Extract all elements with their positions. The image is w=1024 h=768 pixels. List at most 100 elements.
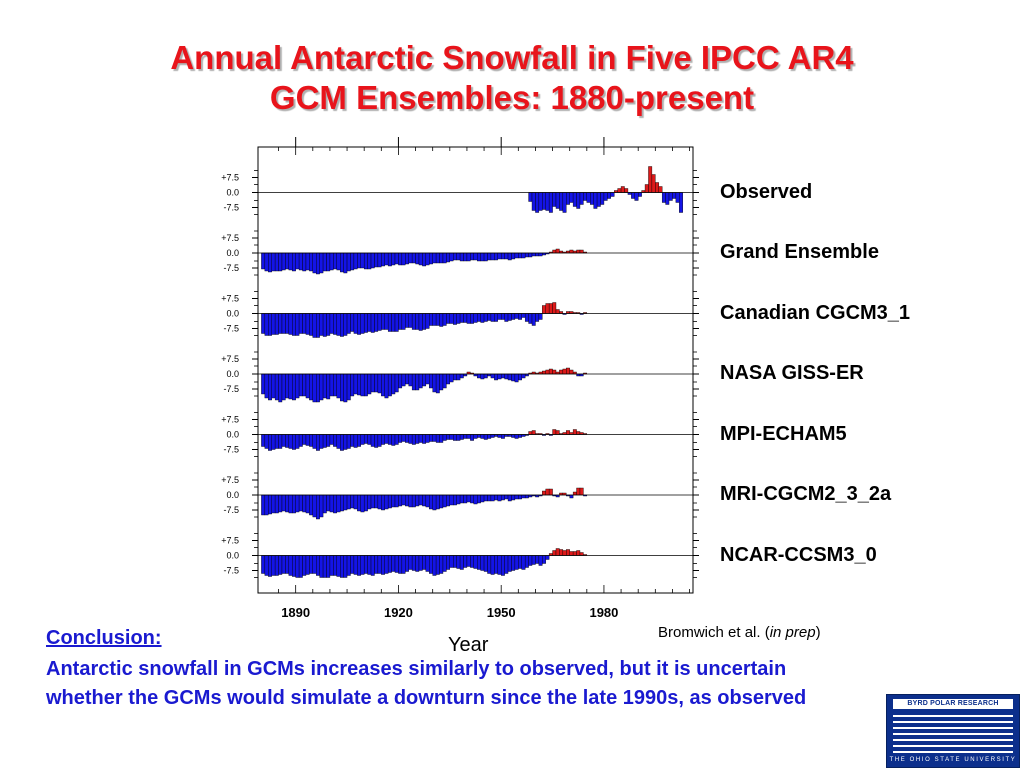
bar <box>500 313 505 320</box>
bar <box>360 555 365 575</box>
bar <box>524 555 529 568</box>
bar <box>408 434 413 444</box>
bar <box>288 434 293 449</box>
bar <box>401 494 406 506</box>
bar <box>446 252 451 263</box>
bar <box>453 555 457 568</box>
bar <box>305 313 310 335</box>
y-tick-label: -7.5 <box>223 505 239 515</box>
bar <box>381 313 385 330</box>
bar <box>593 192 598 209</box>
bar <box>391 434 396 446</box>
bar <box>511 494 516 501</box>
bar <box>322 252 327 272</box>
bar <box>569 192 574 203</box>
logo-stripes <box>893 715 1013 755</box>
bar <box>497 373 502 380</box>
bar <box>274 434 279 449</box>
series-label: Canadian CGCM3_1 <box>720 301 911 324</box>
bar <box>453 313 457 325</box>
bar <box>374 373 379 393</box>
bar <box>497 252 502 260</box>
bar <box>340 555 344 578</box>
bar <box>333 373 337 397</box>
bar <box>288 313 293 335</box>
bar <box>398 555 403 574</box>
bar <box>268 313 272 336</box>
bar <box>470 494 474 504</box>
bar <box>497 555 502 575</box>
bar <box>483 373 488 379</box>
bar <box>288 555 293 576</box>
bar <box>387 434 392 445</box>
bar <box>274 494 279 514</box>
bar <box>312 313 317 338</box>
bar <box>545 192 550 211</box>
bar <box>494 555 498 574</box>
bar <box>456 252 461 261</box>
bar <box>607 192 611 199</box>
bar <box>456 494 461 505</box>
bar <box>322 313 327 337</box>
bar <box>391 555 396 572</box>
bar <box>271 555 276 576</box>
bar <box>449 434 454 440</box>
bar <box>343 494 348 511</box>
bar <box>548 368 553 375</box>
conclusion-heading: Conclusion: <box>46 627 162 649</box>
bar <box>538 555 543 566</box>
bar <box>268 434 272 451</box>
y-tick-label: +7.5 <box>221 415 239 425</box>
bar <box>418 494 423 506</box>
bar <box>374 555 379 574</box>
bar <box>319 313 324 336</box>
bar <box>446 555 451 570</box>
bar <box>326 252 331 272</box>
bar <box>408 494 413 508</box>
bar <box>518 555 522 569</box>
bar <box>477 555 481 570</box>
bar <box>353 555 358 575</box>
bar <box>429 555 433 574</box>
bar <box>377 373 382 394</box>
bar <box>542 305 546 314</box>
bar <box>384 555 389 574</box>
bar <box>268 252 272 273</box>
bar <box>322 555 327 578</box>
bar <box>363 252 368 270</box>
bar <box>281 555 286 574</box>
bar <box>552 302 557 314</box>
bar <box>514 555 519 570</box>
bar <box>480 434 485 439</box>
bar <box>398 373 403 389</box>
bar <box>511 373 516 382</box>
bar <box>261 494 266 516</box>
bar <box>370 252 375 269</box>
bar <box>360 434 365 445</box>
bar <box>566 430 570 435</box>
bar <box>298 434 303 447</box>
bar <box>439 373 444 391</box>
bar <box>528 252 533 258</box>
bar <box>329 313 334 334</box>
bar <box>408 313 413 328</box>
bar <box>384 313 389 330</box>
bar <box>357 373 361 396</box>
bar <box>494 494 498 501</box>
bar <box>644 184 649 193</box>
bar <box>336 434 341 449</box>
bar <box>360 252 365 269</box>
bar <box>538 192 543 211</box>
bar <box>545 303 550 314</box>
bar <box>531 313 536 326</box>
bar <box>542 370 546 375</box>
bar <box>548 303 553 314</box>
bar <box>483 555 488 572</box>
bar <box>387 373 392 397</box>
bar <box>261 252 266 270</box>
bar <box>446 434 451 440</box>
bar <box>511 313 516 320</box>
series-label: Observed <box>720 180 813 203</box>
bar <box>477 252 481 262</box>
bar <box>562 368 567 375</box>
